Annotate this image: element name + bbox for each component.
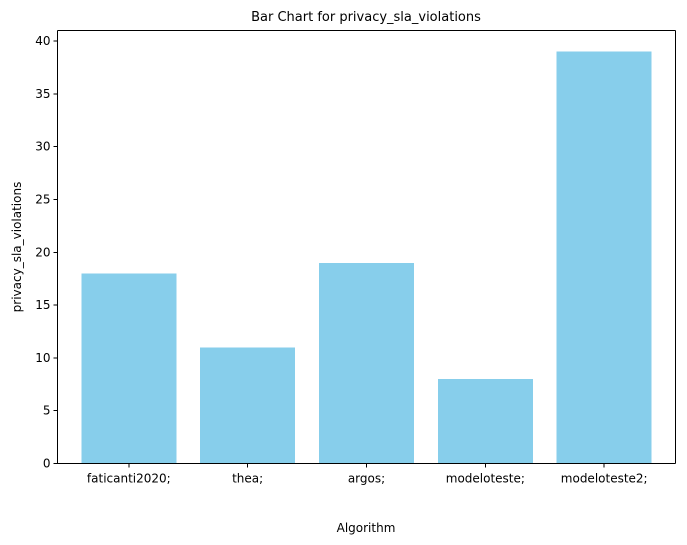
y-tick-label: 35 [35,87,50,101]
bar-1 [200,347,296,464]
x-tick-label: modeloteste; [446,472,525,486]
y-tick-label: 40 [35,34,50,48]
x-tick-label: argos; [348,472,385,486]
bar-4 [556,51,652,464]
y-tick-label: 25 [35,192,50,206]
y-tick-label: 20 [35,245,50,259]
bars-layer [81,51,652,464]
y-tick-label: 0 [43,457,51,471]
axes-layer [57,30,676,464]
bar-3 [437,379,533,464]
x-tick-label: modeloteste2; [561,472,648,486]
x-axis-label: Algorithm [337,521,396,535]
x-tick-label: faticanti2020; [87,472,171,486]
chart-title: Bar Chart for privacy_sla_violations [251,10,481,25]
bar-2 [318,262,415,464]
y-axis-label: privacy_sla_violations [10,182,24,313]
y-axis-ticks: 0 5 10 15 20 25 30 35 40 [35,34,58,471]
y-tick-label: 10 [35,351,50,365]
x-tick-label: thea; [232,472,263,486]
x-axis-ticks: faticanti2020; thea; argos; modeloteste; mod… [87,463,648,486]
bar-0 [81,273,177,464]
y-tick-label: 5 [43,404,51,418]
y-tick-label: 30 [35,140,50,154]
y-tick-label: 15 [35,298,50,312]
